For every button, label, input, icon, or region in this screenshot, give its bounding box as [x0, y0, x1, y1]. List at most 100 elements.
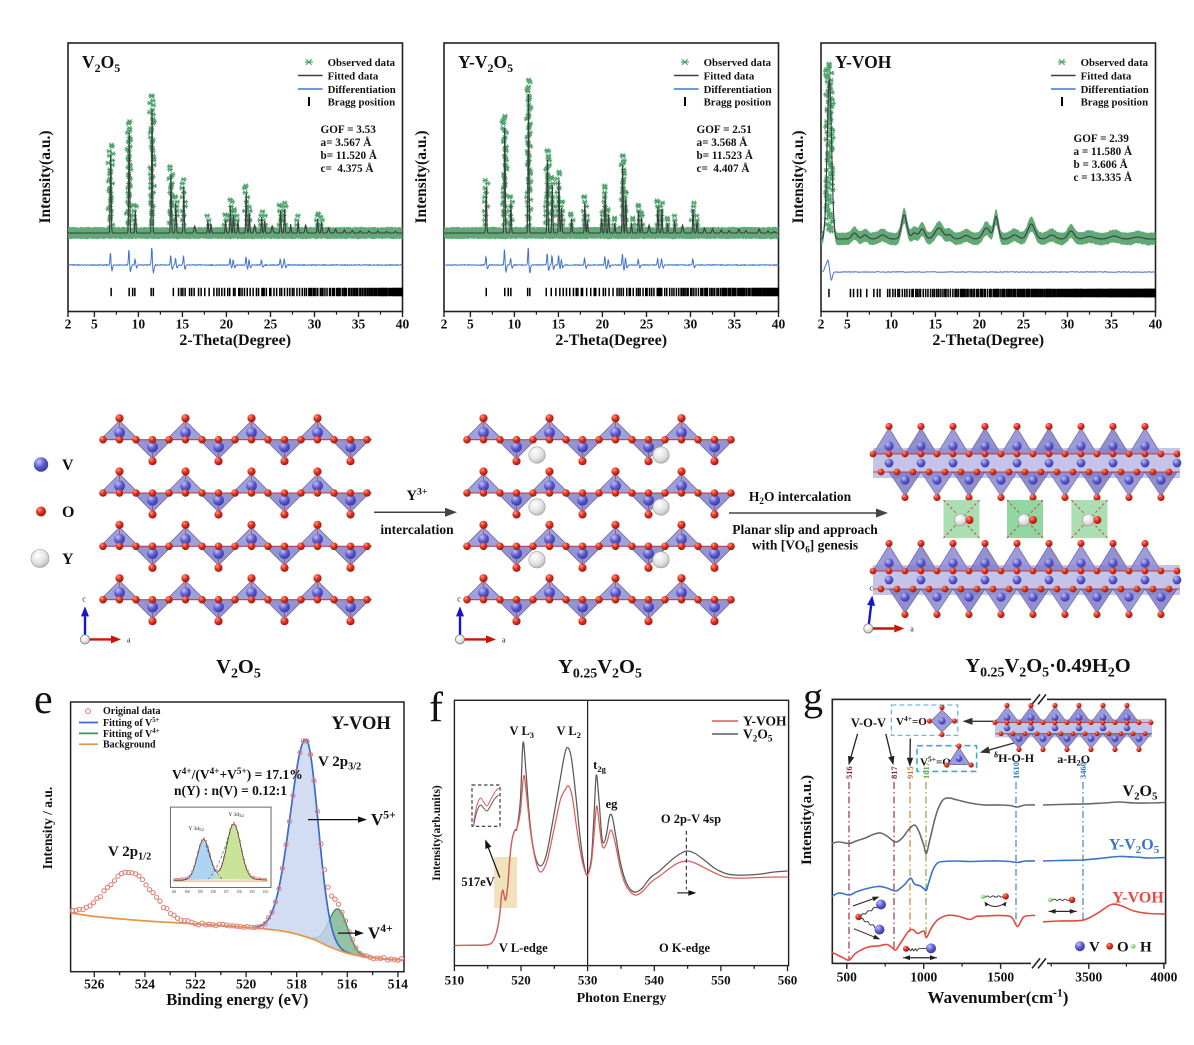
- svg-text:Fitted data: Fitted data: [704, 71, 755, 83]
- svg-text:Fitted data: Fitted data: [328, 71, 379, 83]
- svg-text:Intensity(a.u.): Intensity(a.u.): [790, 130, 807, 223]
- svg-text:c: c: [870, 584, 874, 593]
- svg-text:δH-O-H: δH-O-H: [994, 750, 1035, 765]
- svg-text:Bragg position: Bragg position: [328, 97, 396, 109]
- svg-text:520: 520: [511, 973, 531, 988]
- svg-text:GOF = 2.39: GOF = 2.39: [1074, 133, 1130, 145]
- svg-text:Bragg position: Bragg position: [1081, 97, 1149, 109]
- svg-text:30: 30: [308, 317, 322, 332]
- svg-text:Intensity(a.u.): Intensity(a.u.): [37, 130, 54, 223]
- svg-text:n(Y) : n(V) = 0.12:1: n(Y) : n(V) = 0.12:1: [174, 783, 287, 798]
- svg-text:30: 30: [1061, 317, 1075, 332]
- svg-text:Intensity(arb.units): Intensity(arb.units): [431, 785, 443, 881]
- svg-text:2-Theta(Degree): 2-Theta(Degree): [179, 332, 291, 349]
- svg-text:4000: 4000: [1150, 969, 1177, 984]
- svg-text:540: 540: [645, 973, 665, 988]
- svg-text:Bragg position: Bragg position: [704, 97, 772, 109]
- svg-text:40: 40: [1149, 317, 1163, 332]
- svg-text:524: 524: [135, 977, 156, 992]
- svg-text:1000: 1000: [910, 969, 937, 984]
- svg-text:158: 158: [210, 890, 216, 894]
- svg-text:157: 157: [223, 890, 229, 894]
- svg-text:Intensity / a.u.: Intensity / a.u.: [40, 787, 55, 870]
- svg-text:526: 526: [84, 977, 105, 992]
- svg-text:with [VO6] genesis: with [VO6] genesis: [752, 538, 858, 555]
- svg-text:560: 560: [778, 973, 798, 988]
- svg-text:a-H2O: a-H2O: [1057, 752, 1090, 768]
- svg-text:b= 11.520 Å: b= 11.520 Å: [321, 150, 377, 162]
- svg-text:Binding energy (eV): Binding energy (eV): [166, 990, 308, 1009]
- svg-text:10: 10: [885, 317, 899, 332]
- svg-text:5: 5: [91, 317, 98, 332]
- svg-text:15: 15: [552, 317, 566, 332]
- svg-text:g: g: [803, 674, 823, 719]
- svg-text:25: 25: [640, 317, 654, 332]
- svg-text:2-Theta(Degree): 2-Theta(Degree): [555, 332, 667, 349]
- svg-text:40: 40: [772, 317, 786, 332]
- svg-text:Y0.25V2O5: Y0.25V2O5: [558, 656, 642, 682]
- svg-text:10: 10: [132, 317, 146, 332]
- svg-text:35: 35: [352, 317, 366, 332]
- svg-text:V: V: [62, 457, 74, 474]
- svg-text:Original data: Original data: [103, 706, 161, 717]
- svg-text:Y-VOH: Y-VOH: [331, 714, 391, 734]
- svg-text:a: a: [127, 635, 131, 644]
- svg-text:5: 5: [467, 317, 474, 332]
- svg-text:O: O: [62, 504, 74, 521]
- svg-text:GOF = 3.53: GOF = 3.53: [321, 124, 377, 136]
- svg-text:20: 20: [220, 317, 234, 332]
- svg-text:a: a: [910, 625, 914, 634]
- svg-text:159: 159: [197, 890, 203, 894]
- svg-text:a= 3.567 Å: a= 3.567 Å: [321, 137, 372, 149]
- svg-text:155: 155: [249, 890, 255, 894]
- svg-text:c: c: [82, 594, 86, 603]
- svg-text:Photon Energy: Photon Energy: [577, 991, 667, 1006]
- svg-text:30: 30: [684, 317, 698, 332]
- svg-text:Y-VOH: Y-VOH: [1112, 890, 1164, 907]
- svg-text:H2O intercalation: H2O intercalation: [749, 489, 852, 506]
- svg-text:517eV: 517eV: [461, 875, 494, 889]
- svg-text:V4+=O: V4+=O: [896, 714, 927, 728]
- svg-text:15: 15: [176, 317, 190, 332]
- svg-text:GOF = 2.51: GOF = 2.51: [697, 124, 753, 136]
- svg-text:817: 817: [889, 766, 899, 780]
- svg-text:Differentiation: Differentiation: [1081, 84, 1149, 96]
- svg-text:516: 516: [337, 977, 358, 992]
- svg-text:O: O: [1117, 940, 1129, 956]
- svg-text:15: 15: [929, 317, 943, 332]
- svg-text:1500: 1500: [987, 969, 1014, 984]
- svg-text:Y-V2O5: Y-V2O5: [1109, 837, 1160, 857]
- svg-text:e: e: [34, 677, 53, 723]
- svg-text:2: 2: [818, 317, 825, 332]
- svg-text:eg: eg: [606, 797, 619, 811]
- svg-text:a= 3.568 Å: a= 3.568 Å: [697, 137, 748, 149]
- svg-text:Y-V2O5: Y-V2O5: [458, 52, 513, 75]
- svg-text:Differentiation: Differentiation: [704, 84, 772, 96]
- svg-text:c= 4.407 Å: c= 4.407 Å: [697, 163, 750, 175]
- svg-text:530: 530: [578, 973, 598, 988]
- svg-text:40: 40: [396, 317, 410, 332]
- svg-text:H: H: [1140, 940, 1152, 956]
- svg-text:Wavenumber(cm-1): Wavenumber(cm-1): [928, 987, 1069, 1008]
- svg-text:Intensity(a.u.): Intensity(a.u.): [799, 775, 815, 865]
- svg-text:2: 2: [441, 317, 448, 332]
- svg-text:Fitted data: Fitted data: [1081, 71, 1132, 83]
- svg-text:a: a: [502, 635, 506, 644]
- svg-text:c: c: [457, 594, 461, 603]
- svg-text:Differentiation: Differentiation: [328, 84, 396, 96]
- svg-text:10: 10: [508, 317, 522, 332]
- svg-text:O K-edge: O K-edge: [659, 941, 710, 955]
- svg-text:intercalation: intercalation: [380, 522, 454, 537]
- svg-text:Fitting of V4+: Fitting of V4+: [103, 728, 160, 740]
- svg-text:V L-edge: V L-edge: [499, 941, 548, 955]
- svg-text:c= 4.375 Å: c= 4.375 Å: [321, 163, 374, 175]
- svg-text:2-Theta(Degree): 2-Theta(Degree): [932, 332, 1044, 349]
- svg-text:161: 161: [171, 890, 177, 894]
- svg-text:Observed data: Observed data: [704, 57, 772, 69]
- svg-text:O 2p-V 4sp: O 2p-V 4sp: [661, 812, 721, 826]
- svg-text:a = 11.580 Å: a = 11.580 Å: [1074, 146, 1133, 158]
- svg-text:3500: 3500: [1075, 969, 1102, 984]
- svg-text:25: 25: [1017, 317, 1031, 332]
- svg-text:V: V: [1089, 940, 1100, 956]
- svg-text:b = 3.606 Å: b = 3.606 Å: [1074, 159, 1128, 171]
